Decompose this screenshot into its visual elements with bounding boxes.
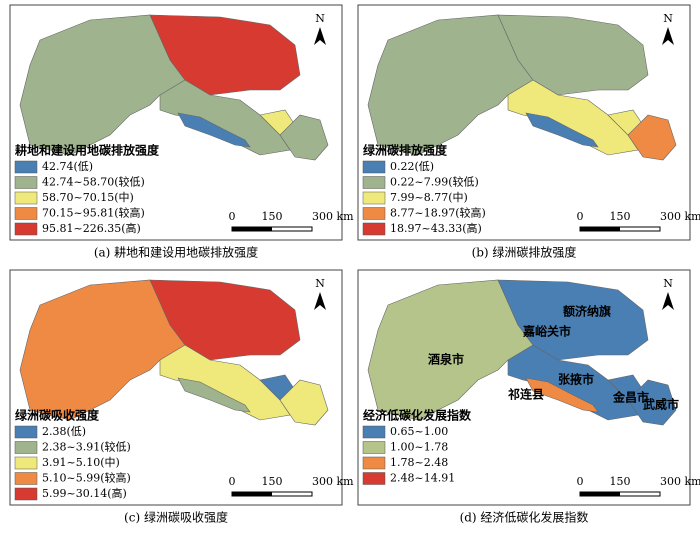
legend-label: 5.10~5.99(较高) bbox=[42, 471, 131, 485]
map-panel: N 经济低碳化发展指数 0.65~1.00 1.00~1.78 1.78~2.48 2.4… bbox=[357, 269, 700, 506]
scale-label: 300 km bbox=[312, 210, 354, 223]
scale-label: 150 bbox=[262, 475, 283, 488]
scale-label: 0 bbox=[577, 475, 584, 488]
legend-title: 绿洲碳排放强度 bbox=[363, 143, 448, 158]
legend-label: 2.38~3.91(较低) bbox=[42, 440, 131, 454]
legend-label: 70.15~95.81(较高) bbox=[42, 206, 145, 220]
caption: (a) 耕地和建设用地碳排放强度 bbox=[94, 245, 258, 260]
legend-label: 95.81~226.35(高) bbox=[42, 221, 141, 235]
place-label: 酒泉市 bbox=[428, 352, 464, 367]
north-arrow bbox=[314, 292, 326, 310]
caption: (c) 绿洲碳吸收强度 bbox=[124, 510, 228, 525]
legend-swatch bbox=[14, 191, 38, 205]
scale-label: 300 km bbox=[660, 475, 700, 488]
map-panel: N 绿洲碳排放强度 0.22(低) 0.22~7.99(较低) 7.99~8.77(中)… bbox=[357, 4, 700, 241]
scale-bar-fill bbox=[580, 227, 620, 231]
scale-bar-fill bbox=[232, 492, 272, 496]
place-label: 武威市 bbox=[643, 397, 679, 412]
scale-label: 150 bbox=[610, 475, 631, 488]
caption: (b) 绿洲碳排放强度 bbox=[472, 245, 577, 260]
legend-swatch bbox=[14, 487, 38, 501]
legend-swatch bbox=[14, 160, 38, 174]
place-label: 金昌市 bbox=[612, 390, 649, 405]
scale-bar-fill bbox=[580, 492, 620, 496]
scale-bar-fill bbox=[232, 227, 272, 231]
legend-label: 1.00~1.78 bbox=[390, 441, 448, 454]
region bbox=[149, 14, 301, 96]
scale-label: 0 bbox=[229, 210, 236, 223]
legend-swatch bbox=[362, 176, 386, 189]
legend-title: 经济低碳化发展指数 bbox=[363, 408, 472, 423]
legend-label: 58.70~70.15(中) bbox=[42, 191, 134, 204]
legend-swatch bbox=[14, 425, 38, 439]
legend-swatch bbox=[362, 441, 386, 454]
place-label: 嘉峪关市 bbox=[522, 324, 571, 339]
place-label: 张掖市 bbox=[558, 372, 594, 387]
legend-title: 绿洲碳吸收强度 bbox=[15, 408, 100, 423]
legend-swatch bbox=[14, 207, 38, 220]
legend-swatch bbox=[362, 222, 386, 236]
legend-swatch bbox=[14, 472, 38, 485]
legend-swatch bbox=[362, 456, 386, 470]
north-label: N bbox=[663, 12, 673, 25]
north-label: N bbox=[315, 277, 325, 290]
legend-label: 7.99~8.77(中) bbox=[390, 191, 468, 204]
region bbox=[497, 279, 649, 361]
legend-swatch bbox=[362, 472, 386, 485]
north-arrow bbox=[662, 27, 674, 45]
legend-label: 8.77~18.97(较高) bbox=[390, 206, 486, 220]
scale-label: 0 bbox=[229, 475, 236, 488]
map-panel: N 绿洲碳吸收强度 2.38(低) 2.38~3.91(较低) 3.91~5.10(中)… bbox=[9, 269, 354, 506]
north-label: N bbox=[663, 277, 673, 290]
legend-swatch bbox=[14, 222, 38, 236]
region bbox=[279, 379, 329, 426]
legend-label: 2.48~14.91 bbox=[390, 472, 455, 485]
north-arrow bbox=[314, 27, 326, 45]
legend-swatch bbox=[14, 456, 38, 470]
legend-swatch bbox=[362, 191, 386, 205]
legend-swatch bbox=[362, 425, 386, 439]
region bbox=[627, 114, 677, 161]
legend-label: 0.22~7.99(较低) bbox=[390, 175, 479, 189]
legend-label: 2.38(低) bbox=[42, 425, 86, 438]
scale-label: 300 km bbox=[312, 475, 354, 488]
legend-label: 3.91~5.10(中) bbox=[42, 456, 120, 469]
legend-swatch bbox=[14, 176, 38, 189]
region bbox=[497, 14, 649, 96]
region bbox=[279, 114, 329, 161]
legend-label: 5.99~30.14(高) bbox=[42, 486, 127, 500]
legend-label: 0.22(低) bbox=[390, 160, 434, 173]
legend-label: 42.74~58.70(较低) bbox=[42, 175, 145, 189]
legend-label: 18.97~43.33(高) bbox=[390, 221, 482, 235]
region bbox=[177, 112, 251, 148]
place-label: 祁连县 bbox=[508, 387, 544, 402]
caption: (d) 经济低碳化发展指数 bbox=[460, 510, 589, 525]
place-label: 额济纳旗 bbox=[563, 304, 611, 319]
north-arrow bbox=[662, 292, 674, 310]
scale-label: 150 bbox=[262, 210, 283, 223]
region bbox=[525, 377, 599, 413]
scale-label: 300 km bbox=[660, 210, 700, 223]
region bbox=[177, 377, 251, 413]
north-label: N bbox=[315, 12, 325, 25]
region bbox=[525, 112, 599, 148]
legend-title: 耕地和建设用地碳排放强度 bbox=[15, 143, 160, 158]
scale-label: 150 bbox=[610, 210, 631, 223]
legend-label: 0.65~1.00 bbox=[390, 425, 448, 438]
legend-swatch bbox=[362, 207, 386, 220]
map-panel: N 耕地和建设用地碳排放强度 42.74(低) 42.74~58.70(较低) 58.7… bbox=[9, 4, 354, 241]
legend-swatch bbox=[362, 160, 386, 174]
legend-label: 42.74(低) bbox=[42, 160, 93, 173]
scale-label: 0 bbox=[577, 210, 584, 223]
region bbox=[149, 279, 301, 361]
legend-swatch bbox=[14, 441, 38, 454]
region bbox=[627, 379, 677, 426]
legend-label: 1.78~2.48 bbox=[390, 456, 448, 469]
